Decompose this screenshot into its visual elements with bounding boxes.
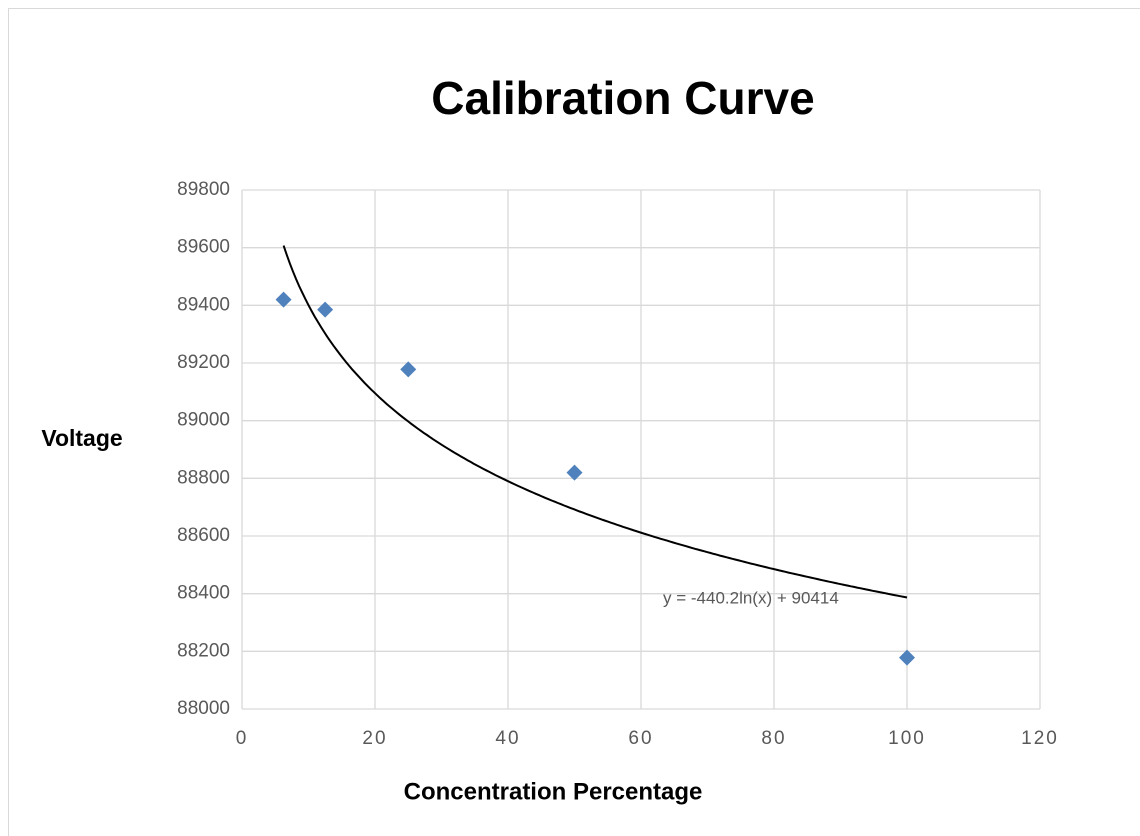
x-tick-label: 120 xyxy=(1021,728,1059,749)
marker xyxy=(400,361,417,378)
y-tick-label: 89000 xyxy=(177,410,230,431)
marker xyxy=(317,301,334,318)
x-tick-label: 40 xyxy=(495,728,520,749)
x-tick-label: 60 xyxy=(628,728,653,749)
chart-border xyxy=(8,8,1140,836)
y-tick-label: 88000 xyxy=(177,698,230,719)
chart-title: Calibration Curve xyxy=(431,72,814,124)
x-tick-label: 100 xyxy=(888,728,926,749)
y-tick-label: 89600 xyxy=(177,237,230,258)
y-tick-label: 89800 xyxy=(177,179,230,200)
x-axis-label: Concentration Percentage xyxy=(404,778,703,805)
y-axis-label: Voltage xyxy=(41,425,122,451)
y-tick-label: 89200 xyxy=(177,352,230,373)
marker xyxy=(566,464,583,481)
y-tick-label: 88600 xyxy=(177,525,230,546)
x-tick-label: 80 xyxy=(761,728,786,749)
x-tick-label: 0 xyxy=(236,728,249,749)
y-tick-label: 89400 xyxy=(177,294,230,315)
y-tick-label: 88800 xyxy=(177,467,230,488)
trendline xyxy=(282,245,908,599)
y-tick-label: 88400 xyxy=(177,583,230,604)
trendline-equation: y = -440.2ln(x) + 90414 xyxy=(663,588,839,607)
marker xyxy=(275,291,292,308)
marker xyxy=(899,649,915,666)
y-tick-label: 88200 xyxy=(177,640,230,661)
x-tick-label: 20 xyxy=(362,728,387,749)
